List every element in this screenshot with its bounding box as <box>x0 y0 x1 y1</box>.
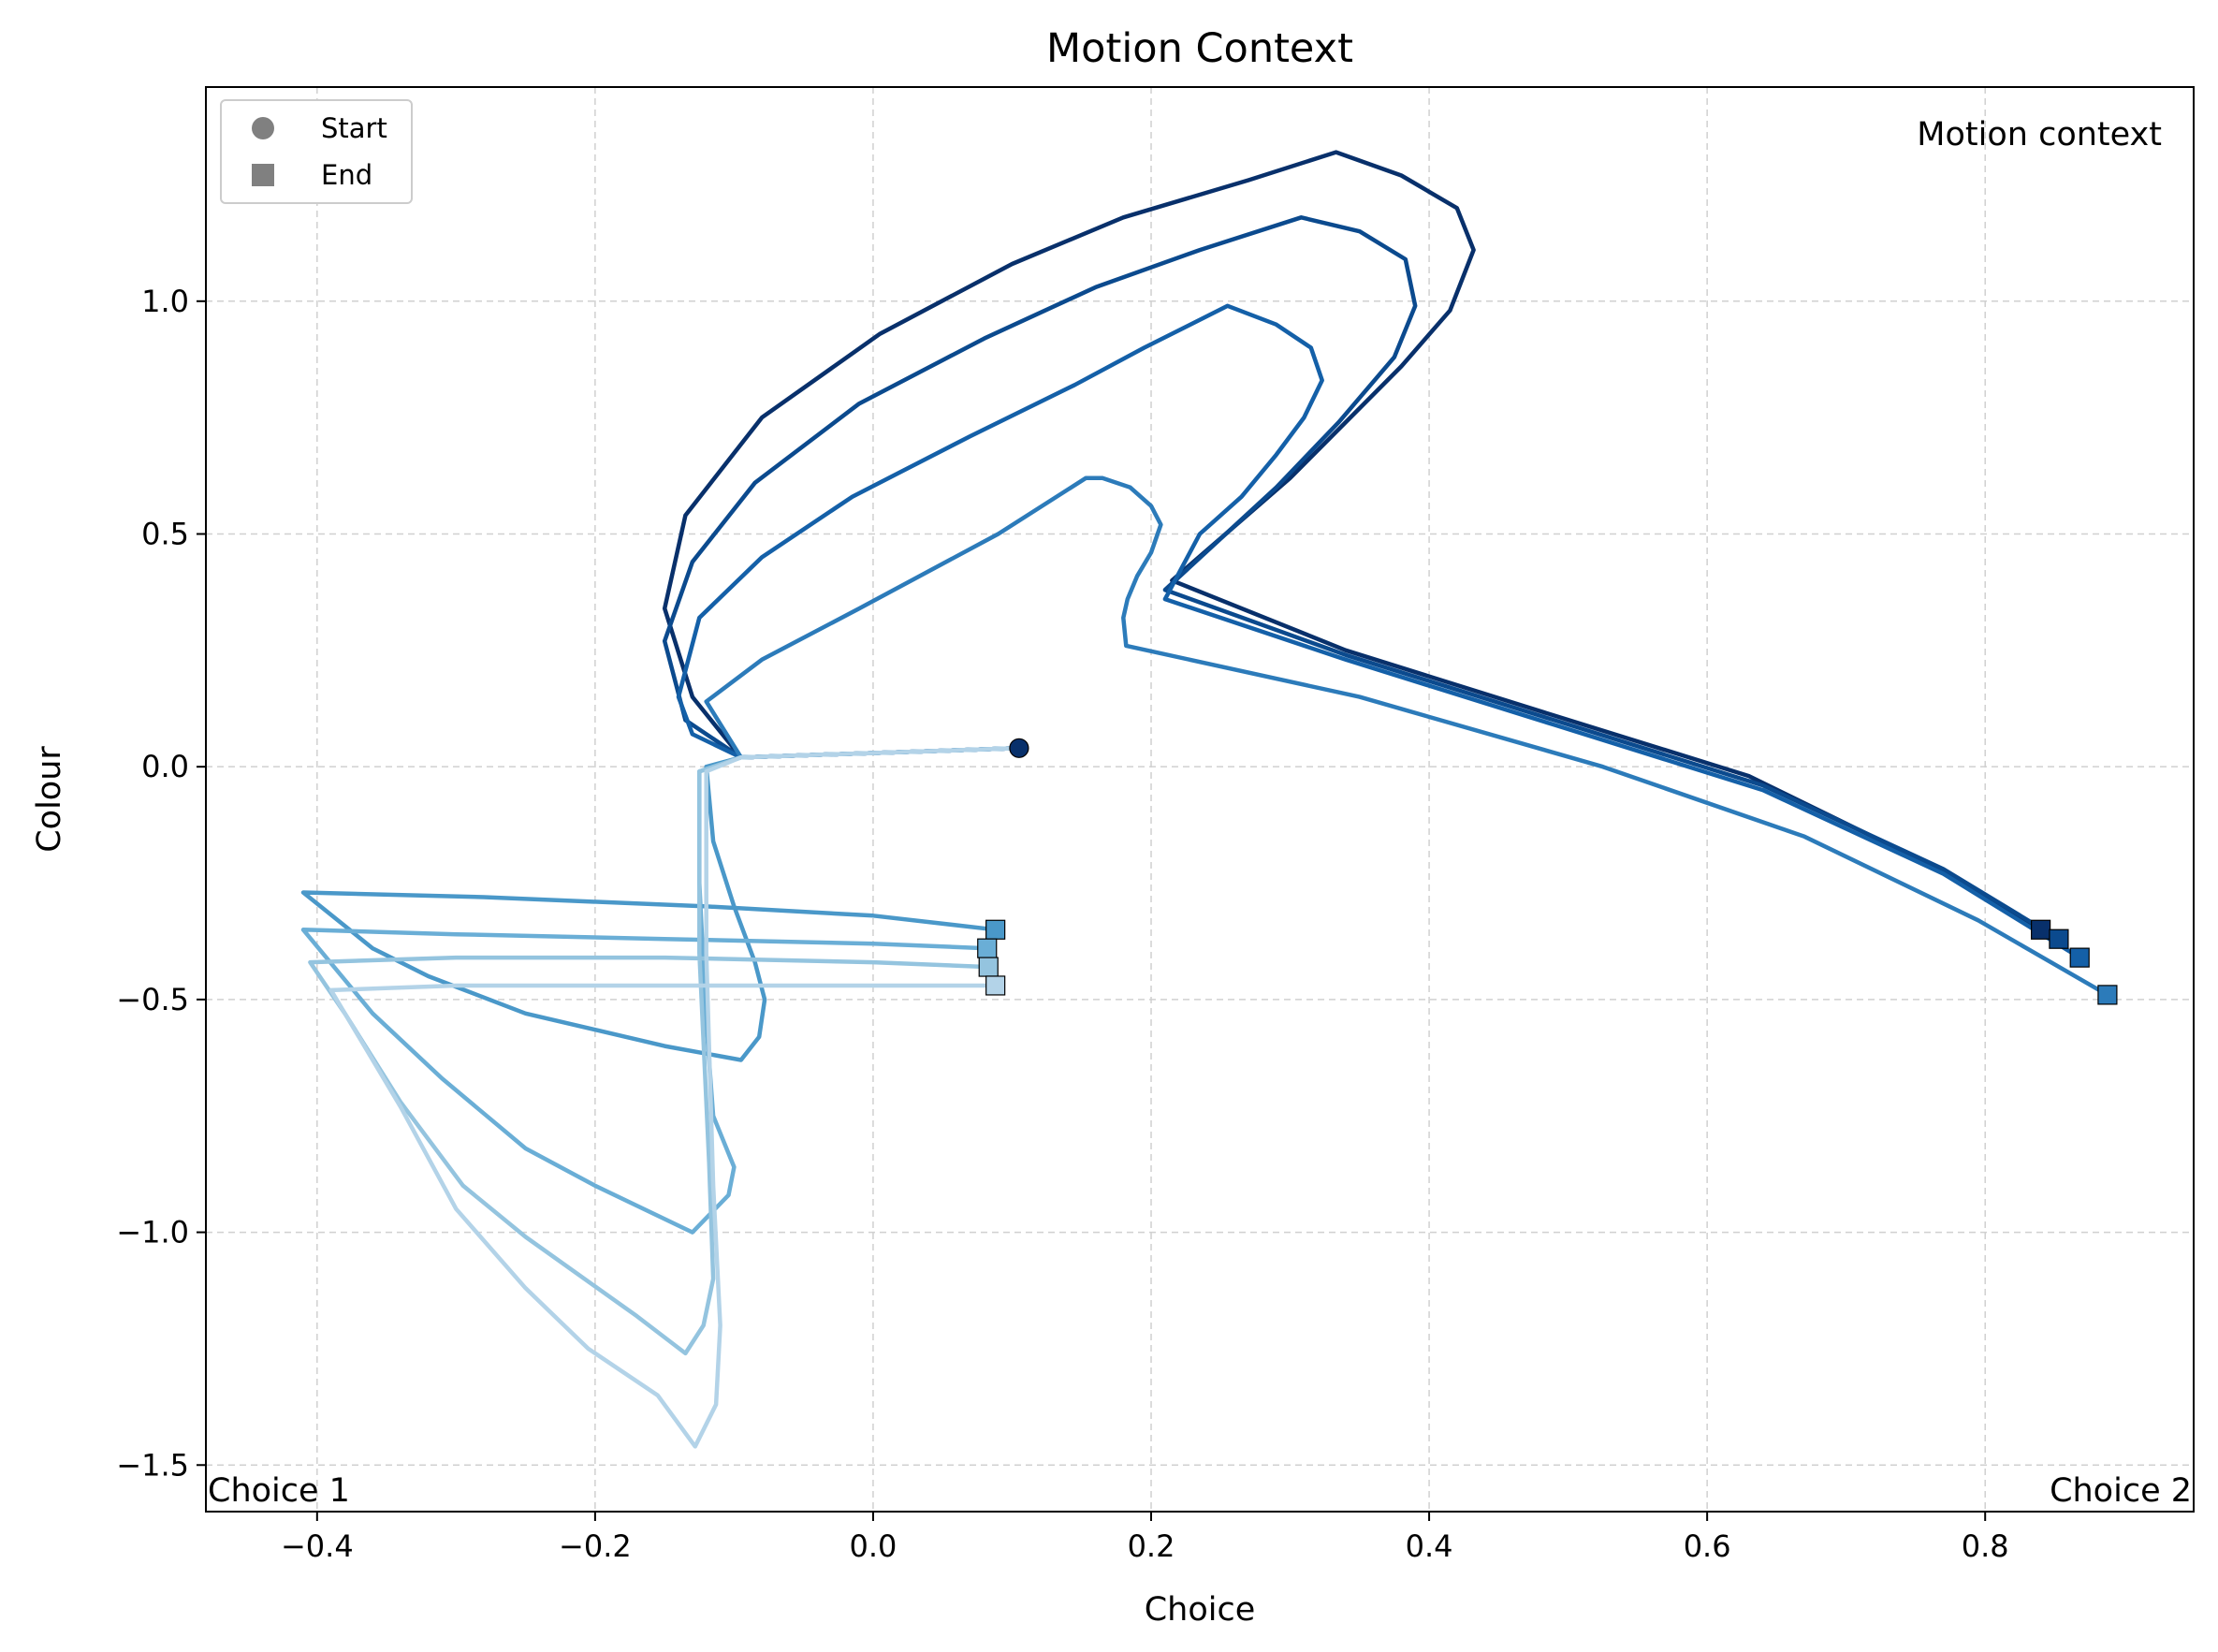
end-marker-3 <box>2069 947 2090 968</box>
choice-1-label: Choice 1 <box>208 1472 350 1510</box>
y-tick-label: −0.5 <box>116 982 189 1017</box>
x-tick-label: 0.0 <box>850 1528 897 1564</box>
end-marker-8 <box>985 975 1006 996</box>
y-axis-label: Colour <box>31 746 68 853</box>
choice-2-label: Choice 2 <box>2050 1472 2192 1510</box>
axis-ticks: −0.4 −0.2 0.0 0.2 0.4 0.6 0.8 1.0 0.5 0.0 −0.5 −1.0… <box>116 284 2008 1564</box>
end-marker-6 <box>977 938 998 958</box>
context-annotation: Motion context <box>1917 116 2162 154</box>
chart-title: Motion Context <box>1046 25 1353 72</box>
legend-end-label: End <box>321 159 372 191</box>
y-tick-label: −1.0 <box>116 1215 189 1250</box>
end-marker-5 <box>985 919 1006 940</box>
trajectory-line-8 <box>328 746 1022 1449</box>
x-tick-label: −0.4 <box>281 1528 354 1564</box>
x-axis-label: Choice <box>1145 1591 1256 1629</box>
trajectory-series <box>300 150 2110 1449</box>
y-tick-label: 0.0 <box>141 749 189 784</box>
x-tick-label: 0.6 <box>1684 1528 1731 1564</box>
trajectory-line-3 <box>676 303 2082 960</box>
x-tick-label: 0.8 <box>1962 1528 2009 1564</box>
x-tick-label: 0.2 <box>1128 1528 1175 1564</box>
y-tick-label: 1.0 <box>141 284 189 319</box>
legend-end-marker <box>252 164 274 186</box>
y-tick-label: 0.5 <box>141 516 189 551</box>
trajectory-line-7 <box>308 746 1022 1356</box>
end-marker-1 <box>2031 919 2051 940</box>
legend-start-marker <box>252 117 274 139</box>
end-marker-7 <box>978 957 999 977</box>
x-tick-label: −0.2 <box>559 1528 632 1564</box>
x-tick-label: 0.4 <box>1406 1528 1453 1564</box>
end-marker-4 <box>2097 985 2118 1005</box>
trajectory-line-2 <box>662 215 2062 942</box>
trajectory-markers <box>977 738 2118 1005</box>
legend: Start End <box>220 99 413 204</box>
y-tick-label: −1.5 <box>116 1447 189 1483</box>
legend-start-label: Start <box>321 112 387 144</box>
trajectory-line-4 <box>704 475 2110 998</box>
start-marker <box>1009 738 1029 758</box>
end-marker-2 <box>2049 928 2069 949</box>
plot-frame <box>205 86 2195 1513</box>
trajectory-line-1 <box>662 150 2043 932</box>
